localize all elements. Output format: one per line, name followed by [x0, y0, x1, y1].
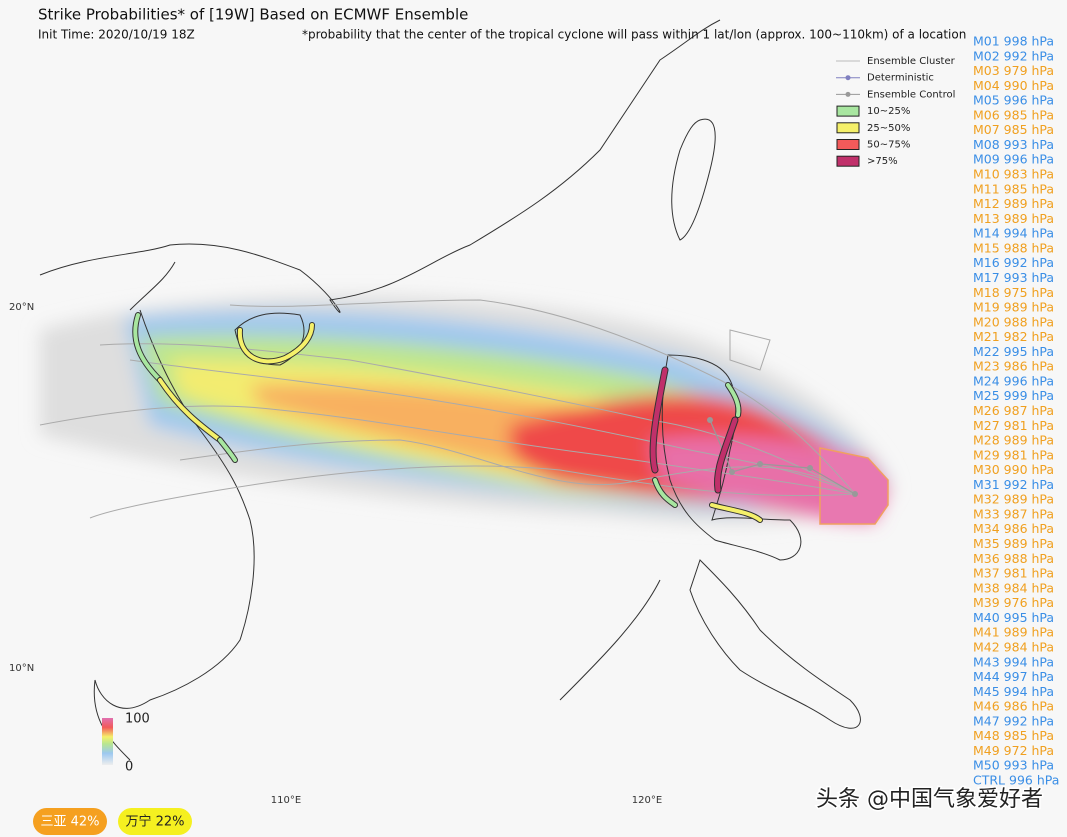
member-entry: M38 984 hPa	[973, 580, 1054, 595]
member-entry: M36 988 hPa	[973, 551, 1054, 566]
member-entry: M47 992 hPa	[973, 713, 1054, 728]
member-entry: M29 981 hPa	[973, 447, 1054, 462]
member-entry: M11 985 hPa	[973, 181, 1054, 196]
member-entry: M41 989 hPa	[973, 625, 1054, 640]
legend-swatch	[836, 139, 860, 150]
member-entry: M03 979 hPa	[973, 63, 1054, 78]
colorbar	[102, 718, 113, 765]
member-entry: M17 993 hPa	[973, 270, 1054, 285]
legend-label: >75%	[867, 156, 898, 167]
legend-label: Deterministic	[867, 73, 934, 84]
member-entry: M24 996 hPa	[973, 373, 1054, 388]
legend-swatch	[836, 122, 860, 134]
legend-swatch	[836, 155, 860, 167]
colorbar-max: 100	[125, 712, 150, 727]
member-entry: M23 986 hPa	[973, 359, 1054, 374]
lon-label: 110°E	[271, 795, 301, 806]
member-entry: M45 994 hPa	[973, 684, 1054, 699]
member-entry: M13 989 hPa	[973, 211, 1054, 226]
lat-label: 10°N	[9, 663, 34, 674]
watermark: 头条 @中国气象爱好者	[816, 787, 1043, 812]
member-entry: M49 972 hPa	[973, 743, 1054, 758]
coastal-strike-segments	[132, 312, 763, 523]
member-entry: M28 989 hPa	[973, 433, 1054, 448]
legend-marker	[845, 75, 851, 81]
badge-bg	[33, 808, 107, 835]
member-entry: M04 990 hPa	[973, 78, 1054, 93]
init-time: Init Time: 2020/10/19 18Z	[38, 28, 195, 42]
legend-label: 10~25%	[867, 106, 910, 117]
member-entry: M05 996 hPa	[973, 93, 1054, 108]
member-entry: M07 985 hPa	[973, 122, 1054, 137]
member-entry: M22 995 hPa	[973, 344, 1054, 359]
member-entry: M18 975 hPa	[973, 285, 1054, 300]
member-entry: M30 990 hPa	[973, 462, 1054, 477]
member-entry: M12 989 hPa	[973, 196, 1054, 211]
lat-label: 20°N	[9, 302, 34, 313]
member-entry: M37 981 hPa	[973, 566, 1054, 581]
member-entry: M21 982 hPa	[973, 329, 1054, 344]
member-entry: M34 986 hPa	[973, 521, 1054, 536]
member-entry: M31 992 hPa	[973, 477, 1054, 492]
probability-swath	[40, 295, 892, 524]
title: Strike Probabilities* of [19W] Based on …	[38, 6, 468, 24]
legend-label: Ensemble Control	[867, 89, 955, 100]
member-entry: M27 981 hPa	[973, 418, 1054, 433]
member-entry: M02 992 hPa	[973, 48, 1054, 63]
legend-label: 25~50%	[867, 123, 910, 134]
badge-label: 万宁 22%	[125, 814, 184, 830]
member-entry: M40 995 hPa	[973, 610, 1054, 625]
badges: 三亚 42% 万宁 22%	[33, 808, 192, 835]
member-entry: M16 992 hPa	[973, 255, 1054, 270]
member-entry: M09 996 hPa	[973, 152, 1054, 167]
member-entry: M10 983 hPa	[973, 167, 1054, 182]
swath-core	[819, 447, 889, 525]
member-entry: M25 999 hPa	[973, 388, 1054, 403]
badge-bg	[118, 808, 192, 835]
member-entry: M01 998 hPa	[973, 34, 1054, 49]
member-entry: M50 993 hPa	[973, 758, 1054, 773]
member-entry: M15 988 hPa	[973, 240, 1054, 255]
member-entry: M14 994 hPa	[973, 226, 1054, 241]
member-entry: M08 993 hPa	[973, 137, 1054, 152]
member-entry: M42 984 hPa	[973, 639, 1054, 654]
colorbar-min: 0	[125, 760, 133, 775]
member-entry: M44 997 hPa	[973, 669, 1054, 684]
member-entry: CTRL 996 hPa	[973, 773, 1059, 788]
member-entry: M26 987 hPa	[973, 403, 1054, 418]
member-entry: M39 976 hPa	[973, 595, 1054, 610]
member-entry: M46 986 hPa	[973, 699, 1054, 714]
legend-swatch	[836, 105, 860, 117]
legend: Ensemble Cluster Deterministic Ensemble Co…	[836, 56, 956, 167]
legend-label: 50~75%	[867, 140, 910, 151]
member-entry: M43 994 hPa	[973, 654, 1054, 669]
member-entry: M33 987 hPa	[973, 506, 1054, 521]
member-entry: M19 989 hPa	[973, 300, 1054, 315]
badge-label: 三亚 42%	[40, 815, 99, 830]
footnote: *probability that the center of the trop…	[302, 28, 966, 42]
ensemble-tracks	[39, 299, 856, 519]
legend-marker	[845, 91, 851, 97]
member-entry: M32 989 hPa	[973, 492, 1054, 507]
member-entry: M35 989 hPa	[973, 536, 1054, 551]
member-entry: M48 985 hPa	[973, 728, 1054, 743]
member-entry: M06 985 hPa	[973, 107, 1054, 122]
lon-label: 120°E	[632, 795, 662, 806]
member-entry: M20 988 hPa	[973, 314, 1054, 329]
legend-label: Ensemble Cluster	[867, 56, 956, 67]
